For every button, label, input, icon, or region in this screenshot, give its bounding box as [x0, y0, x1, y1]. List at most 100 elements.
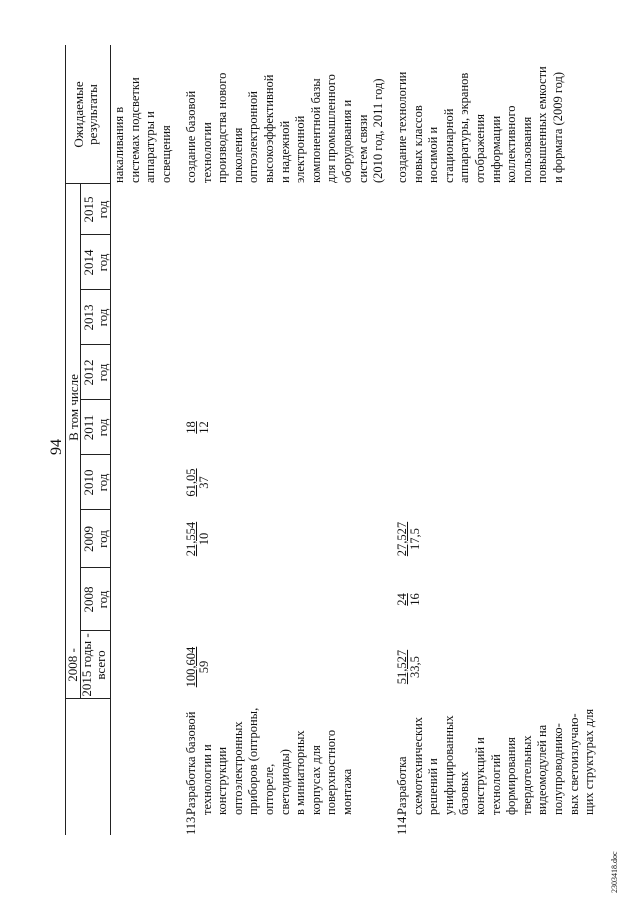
text-line: корпусах для	[308, 745, 323, 815]
row-114-total: 51,527 33,5	[395, 637, 422, 697]
value-bottom: 17,5	[408, 528, 422, 550]
text-line: (2010 год, 2011 год)	[371, 78, 386, 184]
text-line: освещения	[158, 125, 173, 183]
text-line: электронной	[293, 115, 308, 183]
text-line: монтажа	[339, 768, 354, 815]
value-bottom: 33,5	[408, 656, 422, 678]
row-113-2010: 61,05 37	[184, 455, 211, 510]
header-year-2012: 2012 год	[81, 345, 110, 400]
header-total-line1: 2008 -	[65, 648, 80, 682]
text-line: оптоэлектронных	[230, 721, 245, 815]
text-line: твердотельных	[519, 735, 534, 815]
footer-filename: 2303418.doc	[610, 851, 619, 893]
header-year-2008: 2008 год	[81, 568, 110, 631]
text-line: формирования	[504, 737, 519, 815]
text-line: создание базовой	[184, 90, 198, 183]
header-year-2013: 2013 год	[81, 290, 110, 345]
header-total-line3: всего	[93, 650, 108, 680]
header-expected-results: Ожидаемые результаты	[71, 45, 100, 184]
text-line: Разработка	[395, 756, 409, 815]
header-in-that-number: В том числе	[66, 374, 81, 441]
text-line: решений и	[426, 758, 441, 815]
header-bottom-rule	[110, 45, 111, 835]
text-line: светодиоды)	[277, 749, 292, 815]
text-line: схемотехнических	[410, 716, 425, 815]
row-113-total: 100,604 59	[184, 637, 211, 697]
year-unit: год	[95, 590, 110, 609]
row-114-title: Разработка схемотехнических решений и ун…	[395, 695, 598, 815]
text-line: новых классов	[410, 105, 425, 183]
text-line: носимой и	[426, 126, 441, 183]
header-expected-line2: результаты	[85, 84, 100, 145]
value-bottom: 16	[408, 593, 422, 606]
value-bottom: 12	[197, 421, 211, 434]
text-line: высокоэффективной	[261, 74, 276, 184]
header-year-2011: 2011 год	[81, 400, 110, 455]
year-unit: год	[95, 363, 110, 382]
text-line: технологии	[199, 122, 214, 183]
text-line: аппаратуры и	[143, 111, 158, 183]
text-line: полупроводнико-	[550, 723, 565, 815]
page-number: 94	[48, 439, 65, 455]
header-year-2015: 2015 год	[81, 184, 110, 235]
year-unit: год	[95, 253, 110, 272]
text-line: отображения	[472, 114, 487, 183]
text-line: пользования	[519, 116, 534, 183]
header-total-column: 2008 - 2015 годы - всего	[65, 631, 108, 699]
text-line: оптореле,	[261, 763, 276, 815]
header-expected-line1: Ожидаемые	[71, 81, 86, 148]
text-line: стационарной	[441, 108, 456, 183]
year-label: 2015	[81, 196, 96, 223]
text-line: конструкций и	[472, 737, 487, 815]
year-label: 2014	[81, 249, 96, 276]
text-line: системах подсветки	[127, 77, 142, 183]
year-label: 2012	[81, 359, 96, 386]
text-line: компонентной базы	[308, 78, 323, 183]
row-113-title: Разработка базовой технологии и конструк…	[184, 697, 356, 815]
row-113-result: создание базовой технологии производства…	[184, 33, 387, 183]
year-label: 2009	[81, 526, 96, 552]
row-113-2009: 21,554 10	[184, 510, 211, 568]
year-unit: год	[95, 308, 110, 327]
row-113-number: 113.	[184, 813, 198, 835]
text-line: и формата (2009 год)	[550, 71, 565, 183]
value-bottom: 37	[197, 476, 211, 489]
text-line: приборов (оптроны,	[246, 707, 261, 815]
header-year-2014: 2014 год	[81, 235, 110, 290]
year-unit: год	[95, 418, 110, 437]
text-line: вых светоизлучаю-	[566, 713, 581, 815]
text-line: повышенных емкости	[535, 66, 550, 183]
year-label: 2011	[81, 414, 96, 441]
text-line: унифицированных	[441, 715, 456, 815]
text-line: коллективного	[504, 105, 519, 183]
year-label: 2010	[81, 469, 96, 496]
text-line: производства нового	[215, 72, 230, 183]
text-line: щих структурах для	[582, 708, 597, 815]
text-line: технологий	[488, 754, 503, 815]
continuation-result-text: накаливания в системах подсветки аппарат…	[112, 43, 174, 183]
year-unit: год	[95, 530, 110, 548]
text-line: оборудования и	[339, 99, 354, 183]
header-year-2010: 2010 год	[81, 455, 110, 510]
row-114-number: 114.	[395, 813, 409, 835]
header-total-line2: 2015 годы -	[79, 633, 94, 697]
text-line: накаливания в	[112, 106, 126, 183]
text-line: создание технологии	[395, 71, 409, 183]
text-line: оптоэлектронной	[246, 91, 261, 183]
row-114-2008: 24 16	[395, 568, 422, 631]
row-114-2009: 27,527 17,5	[395, 510, 422, 568]
row-113-2011: 18 12	[184, 400, 211, 455]
text-line: аппаратуры, экранов	[457, 72, 472, 183]
row-114-result: создание технологии новых классов носимо…	[395, 33, 567, 183]
text-line: технологии и	[199, 744, 214, 815]
text-line: Разработка базовой	[184, 711, 198, 815]
year-unit: год	[95, 200, 110, 219]
text-line: информации	[488, 115, 503, 183]
text-line: поколения	[230, 127, 245, 183]
text-line: поверхностного	[324, 729, 339, 815]
text-line: видеомодулей на	[535, 724, 550, 815]
year-label: 2008	[81, 586, 96, 613]
year-unit: год	[95, 473, 110, 492]
text-line: базовых	[457, 771, 472, 815]
